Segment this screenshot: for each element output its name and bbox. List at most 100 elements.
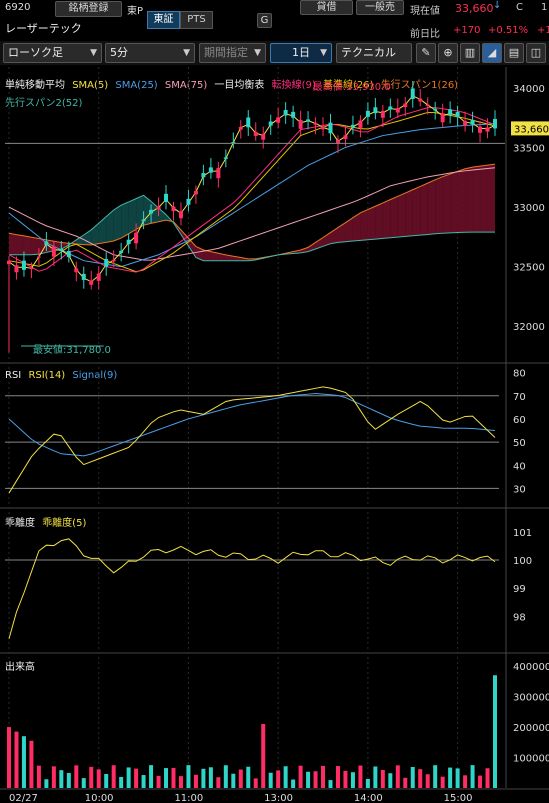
rsi-legend: RSI RSI(14) Signal(9) [5,370,121,381]
legend-span1[interactable]: 先行スパン1(26) [380,80,459,91]
ichimoku-cloud [76,235,84,245]
candle-body [21,260,26,270]
legend-sma75[interactable]: SMA(75) [164,80,208,91]
candle-body [7,260,11,265]
save-icon[interactable]: ▤ [504,43,524,63]
volume-bar [291,779,296,788]
volume-bar [268,772,273,788]
interval-select[interactable]: 5分 ▼ [105,43,195,63]
candle-body [119,250,124,253]
candle-body [178,211,183,219]
volume-bar [365,778,370,788]
candle-body [306,119,311,122]
ichimoku-cloud [480,165,488,233]
g-button[interactable]: G [257,13,272,28]
x-tick-label: 02/27 [9,793,38,803]
legend-span2[interactable]: 先行スパン2(52) [5,98,83,109]
candle-body [111,259,116,262]
current-price: 33,660 [455,2,494,15]
legend-tenkan[interactable]: 転換線(9) [271,80,316,91]
ichimoku-cloud [31,237,39,255]
ichimoku-cloud [487,164,495,233]
volume-bar [403,777,408,788]
candle-body [74,268,79,273]
candle-body [44,241,49,246]
volume-bar [313,771,318,788]
y-tick-label: 33000 [513,203,545,214]
ichimoku-cloud [457,168,466,233]
panel-icon[interactable]: ◫ [526,43,546,63]
volume-bar [485,768,490,788]
ichimoku-cloud [83,229,92,245]
range-select[interactable]: 1日 ▼ [270,43,332,63]
exchange-label: 東P [127,6,144,17]
candle-body [268,121,273,126]
bar-chart-icon[interactable]: ▥ [460,43,480,63]
c-value: 1 [541,2,548,13]
ichimoku-cloud [465,167,473,233]
volume-title: 出来高 [5,662,35,673]
volume-bar [193,774,198,788]
y-tick-label: 32500 [513,263,545,274]
candle-body [208,167,213,173]
tab-tosho[interactable]: 東証 [147,11,180,29]
ichimoku-cloud [412,186,421,236]
candle-body [291,111,296,118]
volume-bar [119,776,124,788]
ichimoku-cloud [352,212,361,242]
volume-bar [141,775,146,788]
ichimoku-cloud [420,183,428,236]
candle-body [433,108,438,111]
volume-bar [134,768,139,788]
ichimoku-cloud [195,246,204,261]
general-sell-button[interactable]: 一般売 [356,0,404,15]
candle-body [186,198,191,205]
chart-type-select[interactable]: ローソク足 ▼ [3,43,102,63]
volume-bar [208,767,213,788]
legend-dev[interactable]: 乖離度(5) [42,518,87,529]
candle-body [470,119,475,125]
down-arrow-icon: ↓ [493,0,502,11]
technical-button[interactable]: テクニカル [336,43,412,63]
candle-body [231,142,236,144]
candle-body [335,140,340,144]
volume-bar [380,769,385,788]
ichimoku-cloud [315,237,324,249]
volume-bar [81,778,86,788]
legend-kijun[interactable]: 基準線(26) [322,80,374,91]
lend-button[interactable]: 貸借 [300,0,353,15]
y-tick-label: 33500 [513,143,545,154]
candle-body [134,232,139,244]
candle-body [59,248,64,252]
candle-body [149,209,154,214]
zoom-icon[interactable]: ⊕ [438,43,458,63]
legend-sma5[interactable]: SMA(5) [72,80,109,91]
ichimoku-cloud [360,209,368,241]
register-stock-button[interactable]: 銘柄登録 [55,1,122,17]
mountain-chart-icon[interactable]: ◢ [482,43,502,63]
legend-rsi[interactable]: RSI(14) [28,370,66,381]
chevron-down-icon: ▼ [90,48,97,58]
legend-sma25[interactable]: SMA(25) [115,80,158,91]
chevron-down-icon: ▼ [320,48,327,58]
tab-pts[interactable]: PTS [180,11,213,29]
y-tick-label: 101 [513,528,532,539]
y-tick-label: 60 [513,415,526,426]
volume-bar [223,765,228,788]
volume-bar [89,766,94,788]
legend-signal[interactable]: Signal(9) [72,370,118,381]
legend-sma-title: 単純移動平均 [5,80,65,91]
pencil-icon[interactable]: ✎ [416,43,436,63]
candle-body [448,109,453,116]
period-select[interactable]: 期間指定 ▼ [199,43,266,63]
rsi-signal-line [8,393,496,457]
candle-body [29,268,34,270]
candle-body [283,109,288,116]
ichimoku-cloud [128,198,137,234]
x-tick-label: 13:00 [264,793,293,803]
volume-bar [358,765,363,788]
ichimoku-cloud [397,193,406,238]
candle-body [418,98,423,102]
prev-diff: +170 [453,25,481,36]
